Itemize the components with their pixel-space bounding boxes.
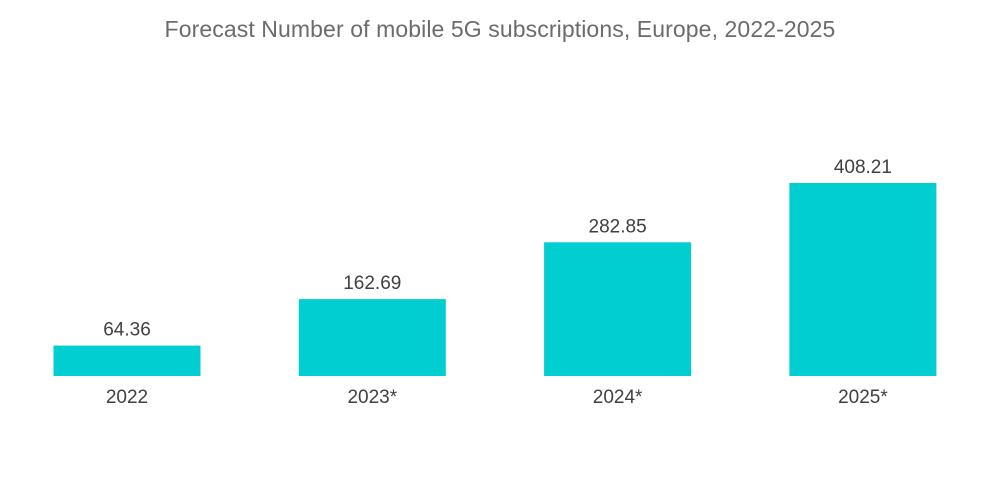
- x-tick-label-2024-forecast: 2024*: [593, 387, 643, 408]
- bar-2024-forecast: [544, 242, 692, 376]
- chart-title: Forecast Number of mobile 5G subscriptio…: [164, 16, 836, 42]
- x-tick-label-2022: 2022: [106, 387, 148, 408]
- x-tick-label-2023-forecast: 2023*: [347, 387, 397, 408]
- bars-layer: [53, 183, 937, 376]
- labels-layer: 64.36 2022 162.69 2023* 282.85 2024* 408.21 202…: [103, 157, 892, 408]
- data-label-2023-forecast: 162.69: [343, 273, 401, 294]
- bar-2023-forecast: [298, 299, 446, 376]
- data-label-2024-forecast: 282.85: [589, 216, 647, 237]
- bar-2025-forecast: [789, 183, 937, 376]
- bar-2022: [53, 345, 201, 376]
- data-label-2025-forecast: 408.21: [834, 157, 892, 178]
- x-tick-label-2025-forecast: 2025*: [838, 387, 888, 408]
- data-label-2022: 64.36: [103, 320, 151, 341]
